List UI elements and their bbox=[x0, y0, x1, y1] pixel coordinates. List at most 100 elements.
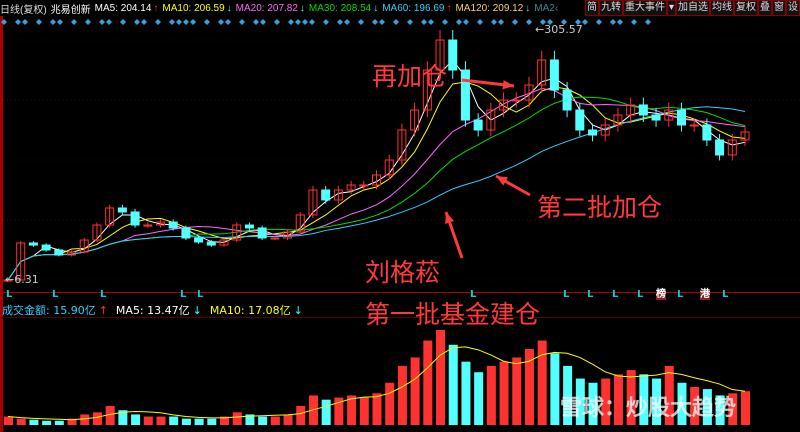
toolbar-button[interactable]: ▾ bbox=[666, 0, 676, 16]
event-diamond bbox=[288, 19, 294, 25]
event-diamond bbox=[617, 19, 623, 25]
candle-body bbox=[486, 109, 496, 131]
ma-label: MA120: 209.12 ↓ bbox=[455, 2, 531, 14]
volume-bar bbox=[550, 353, 560, 425]
event-diamond bbox=[547, 19, 553, 25]
event-mark[interactable]: L bbox=[180, 289, 187, 300]
volume-bar bbox=[67, 418, 77, 425]
candle-body bbox=[3, 279, 13, 282]
volume-bar bbox=[664, 365, 674, 425]
volume-bar bbox=[702, 389, 712, 425]
event-mark[interactable]: L bbox=[6, 289, 13, 300]
candle-body bbox=[41, 244, 51, 251]
candle-body bbox=[206, 241, 216, 246]
candle-body bbox=[410, 109, 420, 131]
toolbar-button[interactable]: 九转 bbox=[598, 0, 623, 16]
event-diamond bbox=[407, 19, 413, 25]
volume-bar bbox=[321, 399, 331, 425]
event-diamond bbox=[631, 19, 637, 25]
event-diamond bbox=[512, 19, 518, 25]
toolbar-button[interactable]: 重大事件 bbox=[622, 0, 667, 16]
event-diamond bbox=[120, 19, 126, 25]
candle-body bbox=[79, 239, 89, 253]
event-diamond bbox=[36, 19, 42, 25]
event-diamond bbox=[596, 19, 602, 25]
candle-body bbox=[270, 237, 280, 240]
event-diamond bbox=[358, 19, 364, 25]
event-mark[interactable]: 港 bbox=[700, 289, 710, 300]
volume-bar bbox=[588, 382, 598, 425]
event-mark[interactable]: L bbox=[100, 289, 107, 300]
event-diamond bbox=[323, 19, 329, 25]
candle-body bbox=[588, 129, 598, 136]
volume-bar bbox=[334, 397, 344, 425]
volume-bar bbox=[29, 419, 39, 425]
event-mark[interactable]: L bbox=[470, 289, 477, 300]
volume-bar bbox=[92, 412, 102, 425]
candle-body bbox=[664, 109, 674, 121]
event-diamond bbox=[372, 19, 378, 25]
event-diamond bbox=[561, 19, 567, 25]
event-mark[interactable]: L bbox=[563, 289, 570, 300]
event-mark[interactable]: L bbox=[197, 289, 204, 300]
candle-body bbox=[422, 69, 432, 111]
candle-body bbox=[295, 214, 305, 233]
period-label[interactable]: 日线(复权) bbox=[0, 4, 47, 16]
event-mark[interactable]: L bbox=[637, 289, 644, 300]
toolbar-button[interactable]: 简 bbox=[584, 0, 599, 16]
candle-body bbox=[549, 59, 559, 91]
toolbar-button[interactable]: 复权 bbox=[734, 0, 758, 16]
event-diamond bbox=[645, 19, 651, 25]
ma-label: MA20: 207.82 ↓ bbox=[235, 2, 305, 14]
event-diamond bbox=[22, 19, 28, 25]
candle-body bbox=[155, 221, 165, 226]
candle-body bbox=[219, 239, 229, 246]
volume-bar bbox=[715, 395, 725, 425]
volume-bar bbox=[131, 414, 141, 425]
volume-bar bbox=[499, 361, 509, 425]
candle-body bbox=[308, 189, 318, 216]
event-mark[interactable]: L bbox=[722, 289, 729, 300]
event-mark[interactable]: L bbox=[587, 289, 594, 300]
volume-bar bbox=[626, 370, 636, 425]
ma-label: MA10: 206.59 ↓ bbox=[162, 2, 232, 14]
candle-body bbox=[473, 119, 483, 131]
event-diamond bbox=[106, 19, 112, 25]
volume-bar bbox=[105, 406, 115, 425]
annotation-add-again: 再加仓 bbox=[372, 62, 448, 91]
event-mark[interactable]: L bbox=[677, 289, 684, 300]
event-diamond bbox=[526, 19, 532, 25]
event-diamond bbox=[491, 19, 497, 25]
volume-bar bbox=[563, 365, 573, 425]
candle-body bbox=[727, 139, 737, 156]
volume-bar bbox=[461, 361, 471, 425]
toolbar-button[interactable]: 均线 bbox=[710, 0, 734, 16]
volume-bar bbox=[474, 372, 484, 425]
event-diamond bbox=[253, 19, 259, 25]
candle-body bbox=[54, 249, 64, 256]
candle-body bbox=[67, 251, 77, 256]
toolbar-button[interactable]: 窗 bbox=[772, 0, 786, 16]
event-diamond bbox=[134, 19, 140, 25]
annotation-manager-name: 刘格菘 bbox=[365, 258, 441, 287]
event-diamond bbox=[610, 19, 616, 25]
watermark: 雪球：炒股大趋势 bbox=[560, 396, 737, 421]
candle-body bbox=[283, 231, 293, 239]
event-mark[interactable]: 榜 bbox=[656, 289, 666, 300]
event-diamond bbox=[15, 19, 21, 25]
volume-bar bbox=[143, 416, 153, 425]
volume-bar bbox=[512, 357, 522, 425]
event-diamond bbox=[71, 19, 77, 25]
event-diamond bbox=[99, 19, 105, 25]
event-diamond bbox=[274, 19, 280, 25]
toolbar-button[interactable]: 叠 bbox=[758, 0, 772, 16]
volume-bar bbox=[690, 387, 700, 425]
event-diamond bbox=[155, 19, 161, 25]
event-mark[interactable]: L bbox=[612, 289, 619, 300]
volume-bar bbox=[359, 397, 369, 425]
event-diamond bbox=[141, 19, 147, 25]
volume-ma-line bbox=[7, 346, 746, 421]
toolbar-button[interactable]: 加自选 bbox=[676, 0, 710, 16]
candle-body bbox=[105, 207, 115, 226]
event-mark[interactable]: L bbox=[52, 289, 59, 300]
